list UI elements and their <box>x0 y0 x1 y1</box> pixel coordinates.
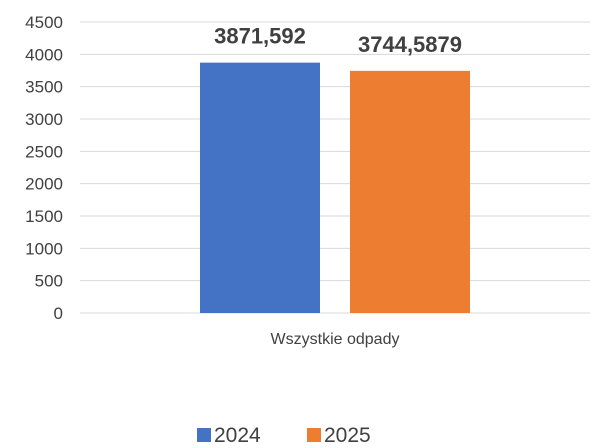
y-tick-label: 1000 <box>25 239 63 258</box>
y-tick-label: 1500 <box>25 207 63 226</box>
y-tick-label: 2000 <box>25 175 63 194</box>
y-tick-label: 4500 <box>25 13 63 32</box>
bar-2024 <box>200 62 320 313</box>
bar-2025 <box>350 70 470 314</box>
y-tick-label: 3500 <box>25 78 63 97</box>
gridlines <box>80 21 590 314</box>
legend: 2024 2025 <box>197 424 371 447</box>
legend-label-2024: 2024 <box>214 424 261 447</box>
legend-swatch-2025 <box>307 428 321 442</box>
category-label: Wszystkie odpady <box>271 331 400 348</box>
y-tick-label: 0 <box>54 304 63 323</box>
data-labels: 3871,592 3744,5879 <box>214 24 462 57</box>
legend-label-2025: 2025 <box>324 424 371 447</box>
y-tick-label: 500 <box>35 272 63 291</box>
y-tick-label: 3000 <box>25 110 63 129</box>
bars <box>200 62 470 314</box>
data-label-2025: 3744,5879 <box>358 32 462 57</box>
legend-swatch-2024 <box>197 428 211 442</box>
y-tick-label: 4000 <box>25 45 63 64</box>
y-axis-tick-labels: 0 500 1000 1500 2000 2500 3000 3500 4000 4500 <box>25 13 63 323</box>
x-axis-category-labels: Wszystkie odpady <box>271 331 400 348</box>
y-tick-label: 2500 <box>25 142 63 161</box>
data-label-2024: 3871,592 <box>214 24 306 49</box>
